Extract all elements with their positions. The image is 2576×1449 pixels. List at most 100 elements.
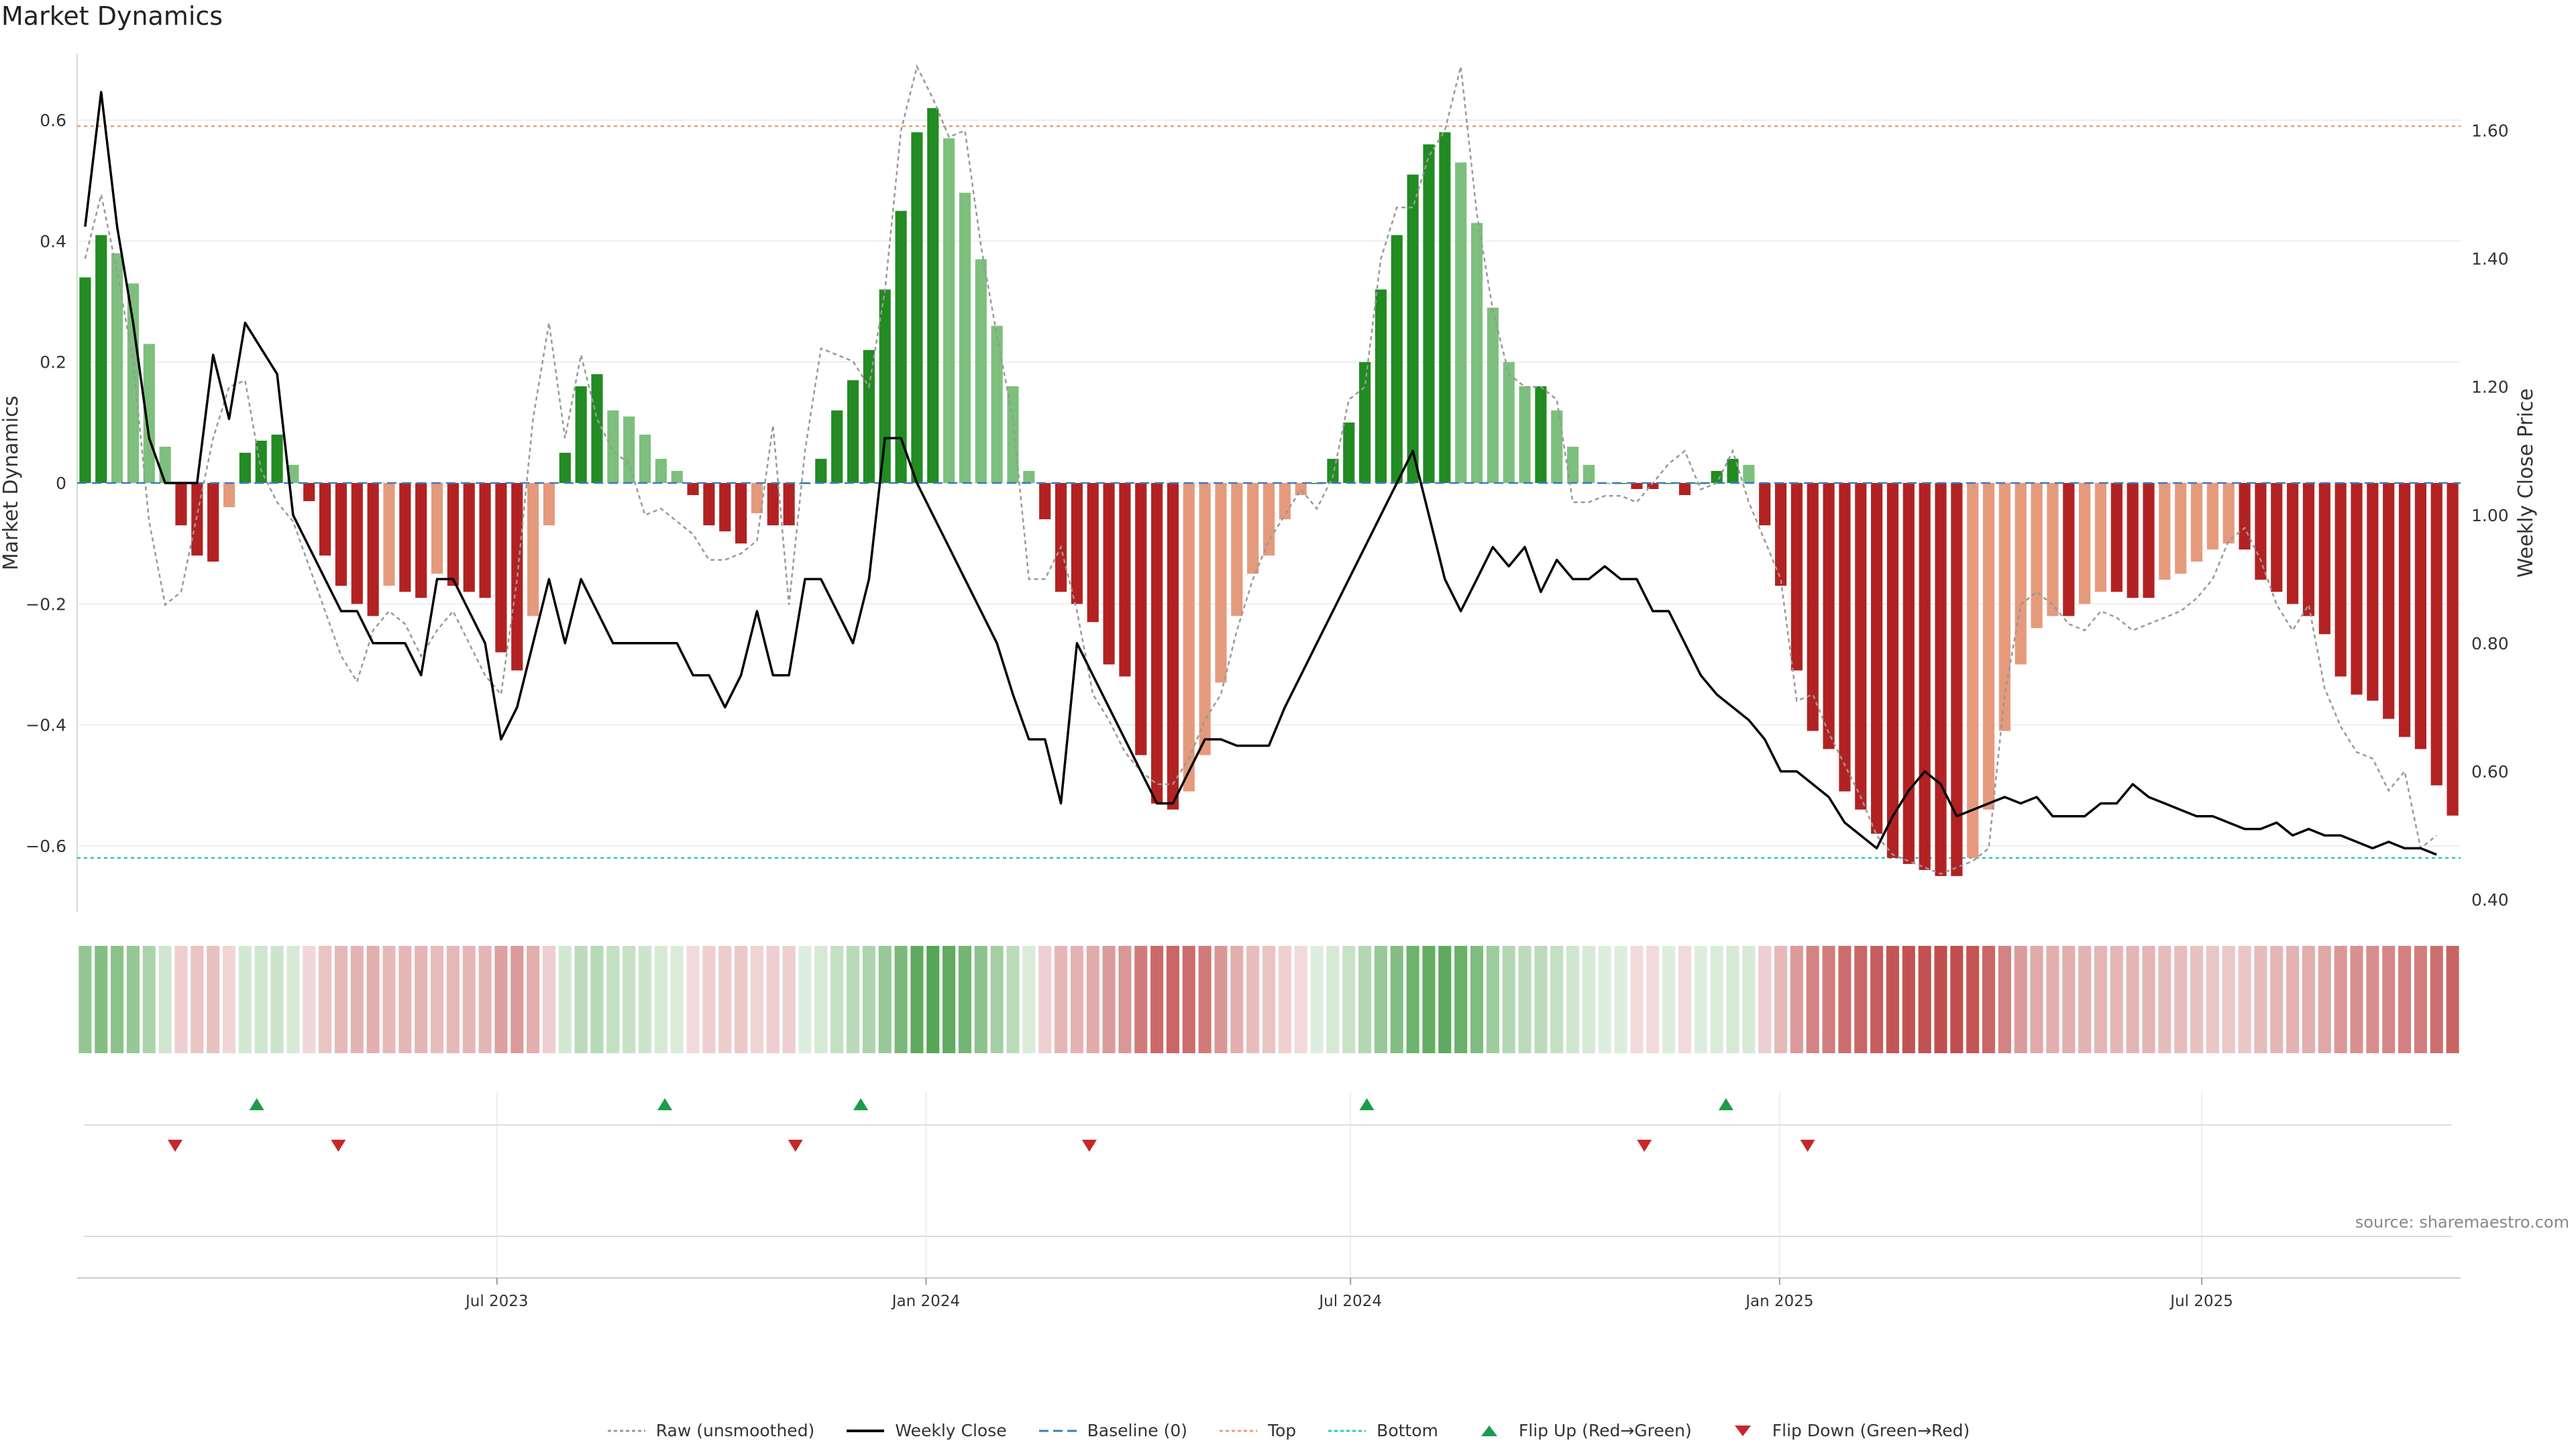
dynamics-bar [191,483,203,556]
dynamics-bar [2047,483,2059,616]
heat-strip-cell [382,946,396,1053]
source-note: source: sharemaestro.com [2355,1213,2569,1232]
heat-strip-cell [1470,946,1484,1053]
heat-strip-cell [2430,946,2443,1053]
dynamics-bar [943,138,955,483]
heat-strip-cell [1934,946,1947,1053]
dynamics-bar [1071,483,1083,604]
dynamics-bar [1487,307,1499,483]
y2-axis-label: Weekly Close Price [2514,388,2538,578]
dynamics-bar [751,483,763,514]
dynamics-bar [1150,483,1163,804]
heat-strip-cell [686,946,700,1053]
dynamics-bar [79,277,91,483]
heat-strip-cell [142,946,156,1053]
dynamics-bar [1087,483,1099,623]
x-tick-label: Jul 2025 [2169,1293,2233,1310]
flip-up-marker [853,1098,869,1110]
heat-strip-cell [2174,946,2188,1053]
dynamics-bar [287,464,299,483]
heat-strip-cell [2398,946,2412,1053]
dynamics-bar [2143,483,2155,598]
legend-swatch [1481,1425,1497,1436]
heat-strip-cell [1214,946,1228,1053]
dynamics-bar [847,380,859,483]
heat-strip-cell [1918,946,1931,1053]
heat-strip-cell [1374,946,1387,1053]
dynamics-bar [1839,483,1851,792]
heat-strip-cell [846,946,860,1053]
heat-strip-cell [1582,946,1595,1053]
y-tick-label: 0.6 [40,111,66,130]
dynamics-bar [1039,483,1051,520]
dynamics-bar [1759,483,1771,526]
dynamics-bar [639,434,651,483]
dynamics-bar [447,483,459,586]
dynamics-bar [207,483,219,562]
dynamics-bar [623,416,635,483]
heat-strip-cell [1774,946,1788,1053]
dynamics-bar [1743,464,1755,483]
dynamics-bar [2351,483,2363,695]
dynamics-bar [2079,483,2091,604]
heat-strip-cell [990,946,1004,1053]
flip-down-marker [331,1140,346,1152]
dynamics-bar [991,325,1003,483]
y-tick-label: −0.4 [25,716,66,735]
heat-strip-cell [1822,946,1835,1053]
dynamics-bar [1631,483,1643,490]
dynamics-bar [1007,386,1019,483]
dynamics-bar [2190,483,2203,562]
heat-strip-cell [1630,946,1644,1053]
dynamics-bar [1982,483,1995,810]
heat-strip-cell [1166,946,1179,1053]
y2-tick-label: 0.80 [2471,634,2509,653]
heat-strip-cell [1854,946,1868,1053]
heat-strip-cell [1742,946,1756,1053]
heat-strip-cell [319,946,332,1053]
heat-strip-cell [1342,946,1356,1053]
heat-strip-cell [207,946,220,1053]
dynamics-bar [1535,386,1547,483]
heat-strip-cell [2030,946,2043,1053]
dynamics-bar [415,483,427,598]
dynamics-bar [1919,483,1931,870]
dynamics-bar [783,483,795,526]
dynamics-bar [479,483,491,598]
dynamics-bar [2287,483,2299,604]
dynamics-bar [911,132,923,483]
dynamics-bar [1647,483,1659,490]
dynamics-bar [383,483,395,586]
legend-item: Raw (unsmoothed) [606,1421,814,1440]
heat-strip-cell [1710,946,1723,1053]
heat-strip-cell [494,946,508,1053]
y-tick-label: −0.2 [25,594,66,614]
heat-strip-cell [1150,946,1164,1053]
legend-label: Baseline (0) [1087,1421,1187,1440]
heat-strip-cell [2318,946,2331,1053]
heat-strip-cell [286,946,300,1053]
dynamics-bar [2383,483,2395,719]
dynamics-bar [687,483,699,496]
dynamics-bar [1183,483,1195,792]
dynamics-bar [1343,422,1355,483]
heat-strip-cell [1790,946,1803,1053]
heat-strip-cell [1278,946,1291,1053]
heat-strip-cell [574,946,588,1053]
dynamics-bar [303,483,315,502]
y2-tick-label: 1.00 [2471,506,2509,525]
dynamics-bar [2302,483,2315,616]
dynamics-bar [895,211,907,483]
raw-series-line [84,64,2437,875]
dynamics-bar [671,470,683,483]
dynamics-bar [607,410,619,483]
heat-strip-cell [303,946,316,1053]
dynamics-bar [1967,483,1979,858]
dynamics-bar [719,483,731,532]
flip-down-marker [168,1140,183,1152]
heat-strip-cell [766,946,780,1053]
dynamics-bar [735,483,747,544]
heat-strip-cell [2222,946,2235,1053]
dynamics-bar [2414,483,2426,749]
dynamics-bar [1855,483,1867,810]
